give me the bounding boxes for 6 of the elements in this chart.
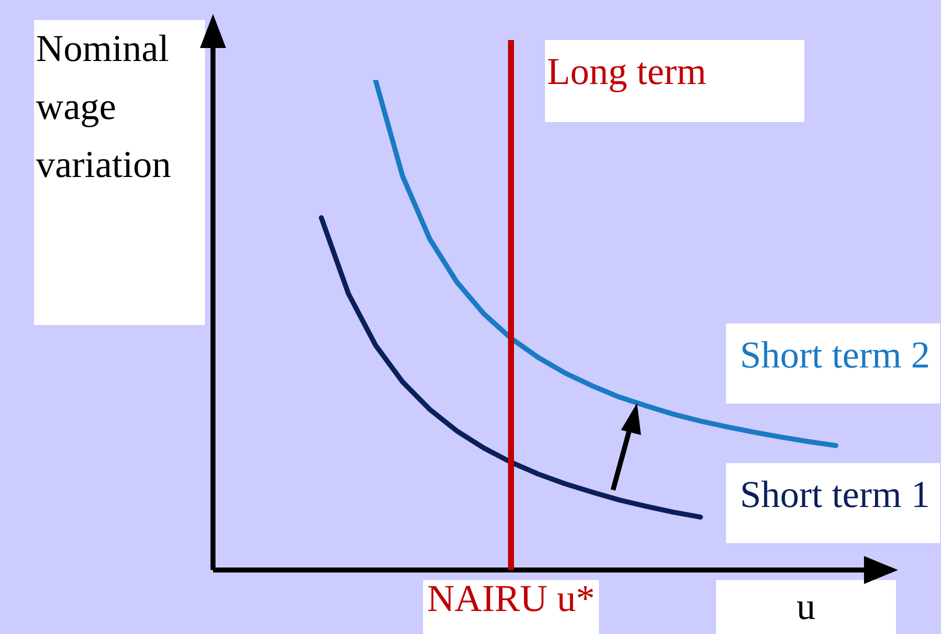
annotation: Long term xyxy=(547,50,706,93)
y-axis-title: Nominal wage variation xyxy=(34,20,205,325)
series-label: Short term 1 xyxy=(740,474,930,516)
x-axis-title: u xyxy=(716,580,896,634)
text: NAIRU u* xyxy=(427,578,595,620)
series-label: Short term 2 xyxy=(740,334,930,377)
